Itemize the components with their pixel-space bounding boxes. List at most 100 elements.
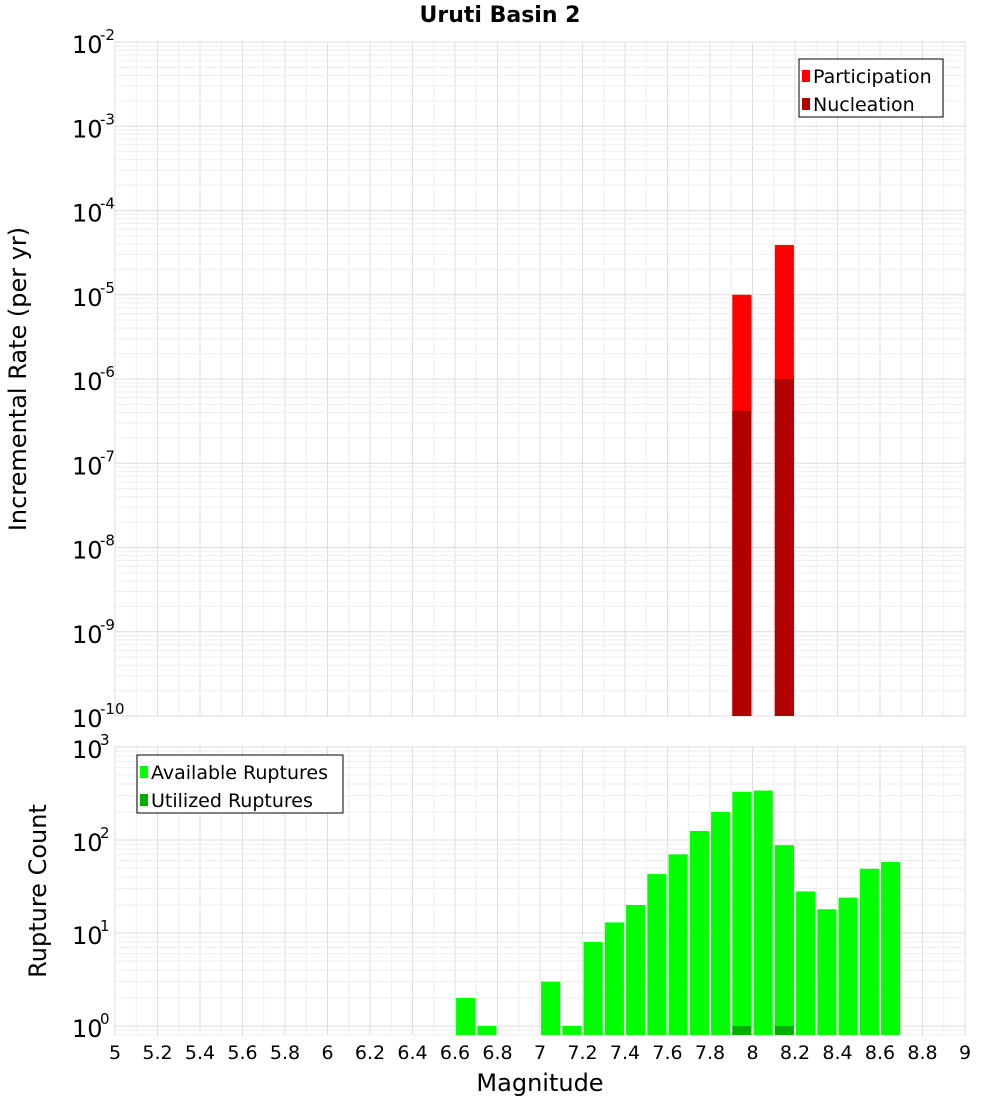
bottom-bar [562,1025,582,1035]
svg-text:10: 10 [72,621,103,649]
bottom-bar [689,830,709,1035]
x-axis-title: Magnitude [476,1069,603,1097]
bottom-bar [774,845,794,1035]
bottom-bar [817,909,837,1035]
bottom-bar [732,1025,752,1035]
top-bar [774,379,794,716]
x-tick-label: 7.4 [610,1042,640,1064]
bottom-bar [838,897,858,1035]
svg-text:10: 10 [72,829,103,857]
top-ytick-label: 10-2 [72,26,115,59]
x-tick-label: 8.6 [865,1042,895,1064]
svg-text:10: 10 [72,922,103,950]
svg-text:-10: -10 [100,700,125,718]
svg-text:10: 10 [72,115,103,143]
x-tick-label: 8.8 [907,1042,937,1064]
bottom-bar [626,904,646,1035]
bottom-bar [796,891,816,1035]
svg-text:-9: -9 [100,616,115,634]
chart-title: Uruti Basin 2 [420,3,581,28]
svg-text:-6: -6 [100,363,115,381]
svg-text:10: 10 [72,705,103,733]
x-tick-label: 5.8 [270,1042,300,1064]
x-tick-label: 8 [746,1042,758,1064]
svg-text:0: 0 [100,1010,110,1028]
bottom-legend: Available Ruptures Utilized Ruptures [136,754,344,814]
x-tick-label: 5.4 [185,1042,215,1064]
bottom-bar [477,1025,497,1035]
x-tick-label: 7.2 [567,1042,597,1064]
bottom-bar [456,997,476,1035]
x-tick-label: 6.8 [482,1042,512,1064]
top-ytick-label: 10-7 [72,447,115,480]
legend-label: Participation [813,66,932,88]
bottom-bar [881,861,901,1035]
top-ytick-label: 10-8 [72,532,115,565]
svg-text:10: 10 [72,1015,103,1043]
x-tick-labels: 5 5.2 5.4 5.6 5.8 6 6.2 6.4 6.6 6.8 7 7.2 7.4 7.6 7.8 8… [109,1042,971,1064]
x-tick-label: 7.8 [695,1042,725,1064]
bottom-bar [774,1025,794,1035]
bottom-bar [583,942,603,1035]
top-ytick-label: 10-5 [72,279,115,312]
svg-text:1: 1 [100,917,110,935]
bottom-bar [732,791,752,1035]
x-tick-label: 5.2 [142,1042,172,1064]
top-ytick-label: 10-6 [72,363,115,396]
x-tick-label: 8.4 [822,1042,852,1064]
svg-text:2: 2 [100,824,110,842]
top-grid [114,41,966,717]
svg-text:10: 10 [72,736,103,764]
svg-text:10: 10 [72,452,103,480]
svg-text:-2: -2 [100,26,115,44]
bottom-ytick-label: 100 [72,1010,110,1043]
svg-text:10: 10 [72,284,103,312]
top-series-secondary [732,379,794,716]
x-tick-label: 5.6 [227,1042,257,1064]
bottom-bar [859,868,879,1035]
svg-text:-3: -3 [100,110,115,128]
svg-text:10: 10 [72,368,103,396]
svg-text:10: 10 [72,200,103,228]
x-tick-label: 6.2 [355,1042,385,1064]
x-tick-label: 7 [534,1042,546,1064]
svg-text:-8: -8 [100,532,115,550]
top-bar [732,410,752,716]
bottom-bar [604,922,624,1035]
top-y-axis-title: Incremental Rate (per yr) [4,227,32,531]
x-tick-label: 7.6 [652,1042,682,1064]
top-ytick-label: 10-9 [72,616,115,649]
svg-text:10: 10 [72,537,103,565]
bottom-series-secondary [732,1025,794,1035]
legend-swatch [140,794,148,806]
bottom-bar [647,874,667,1035]
legend-label: Available Ruptures [151,762,328,784]
top-ytick-label: 10-10 [72,700,125,733]
top-legend: Participation Nucleation [798,58,944,118]
svg-text:-5: -5 [100,279,115,297]
legend-label: Nucleation [813,94,915,116]
legend-swatch [802,70,810,82]
top-ytick-label: 10-3 [72,110,115,143]
bottom-bar [753,790,773,1035]
x-tick-label: 8.2 [780,1042,810,1064]
bottom-y-axis-title: Rupture Count [24,804,52,978]
top-ytick-label: 10-4 [72,195,115,228]
bottom-series-primary [456,790,901,1035]
x-tick-label: 6.6 [440,1042,470,1064]
bottom-ytick-label: 102 [72,824,110,857]
x-tick-label: 6.4 [397,1042,427,1064]
legend-label: Utilized Ruptures [151,790,313,812]
bottom-bar [541,981,561,1035]
legend-swatch [802,98,810,110]
bottom-bar [711,812,731,1035]
bottom-ytick-label: 101 [72,917,110,950]
bottom-bar [668,854,688,1035]
svg-text:-7: -7 [100,447,115,465]
bottom-ytick-label: 103 [72,731,110,764]
svg-text:3: 3 [100,731,110,749]
legend-swatch [140,766,148,778]
svg-text:10: 10 [72,31,103,59]
x-tick-label: 6 [321,1042,333,1064]
